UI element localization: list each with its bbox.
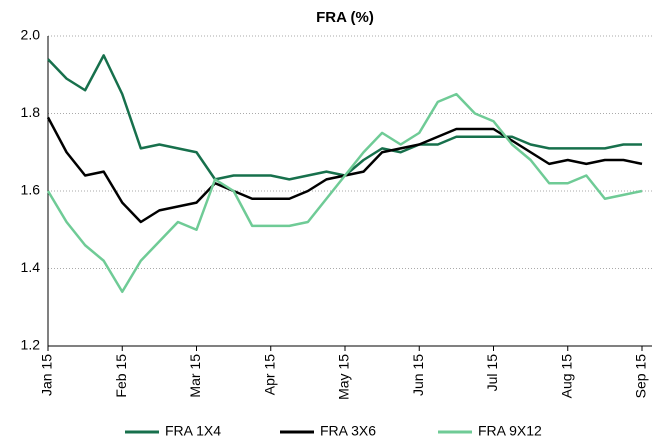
y-tick-label: 1.8 bbox=[21, 104, 41, 120]
x-tick-label: Sep 15 bbox=[633, 354, 649, 399]
x-tick-label: Jun 15 bbox=[410, 354, 426, 396]
x-tick-label: Apr 15 bbox=[261, 354, 277, 395]
legend-label: FRA 9X12 bbox=[478, 423, 542, 439]
x-tick-label: Aug 15 bbox=[558, 354, 574, 399]
x-tick-label: May 15 bbox=[336, 354, 352, 400]
x-tick-label: Jan 15 bbox=[39, 354, 55, 396]
line-series bbox=[46, 116, 643, 224]
legend-label: FRA 3X6 bbox=[320, 423, 376, 439]
legend-label: FRA 1X4 bbox=[165, 423, 221, 439]
chart-title: FRA (%) bbox=[316, 9, 374, 26]
line-series bbox=[46, 92, 643, 293]
y-tick-label: 2.0 bbox=[21, 27, 41, 43]
y-tick-label: 1.6 bbox=[21, 182, 41, 198]
x-tick-label: Jul 15 bbox=[484, 354, 500, 392]
y-tick-label: 1.4 bbox=[21, 259, 41, 275]
line-series bbox=[47, 54, 642, 181]
x-tick-label: Mar 15 bbox=[187, 354, 203, 398]
x-tick-label: Feb 15 bbox=[113, 354, 129, 398]
y-tick-label: 1.2 bbox=[21, 337, 41, 353]
